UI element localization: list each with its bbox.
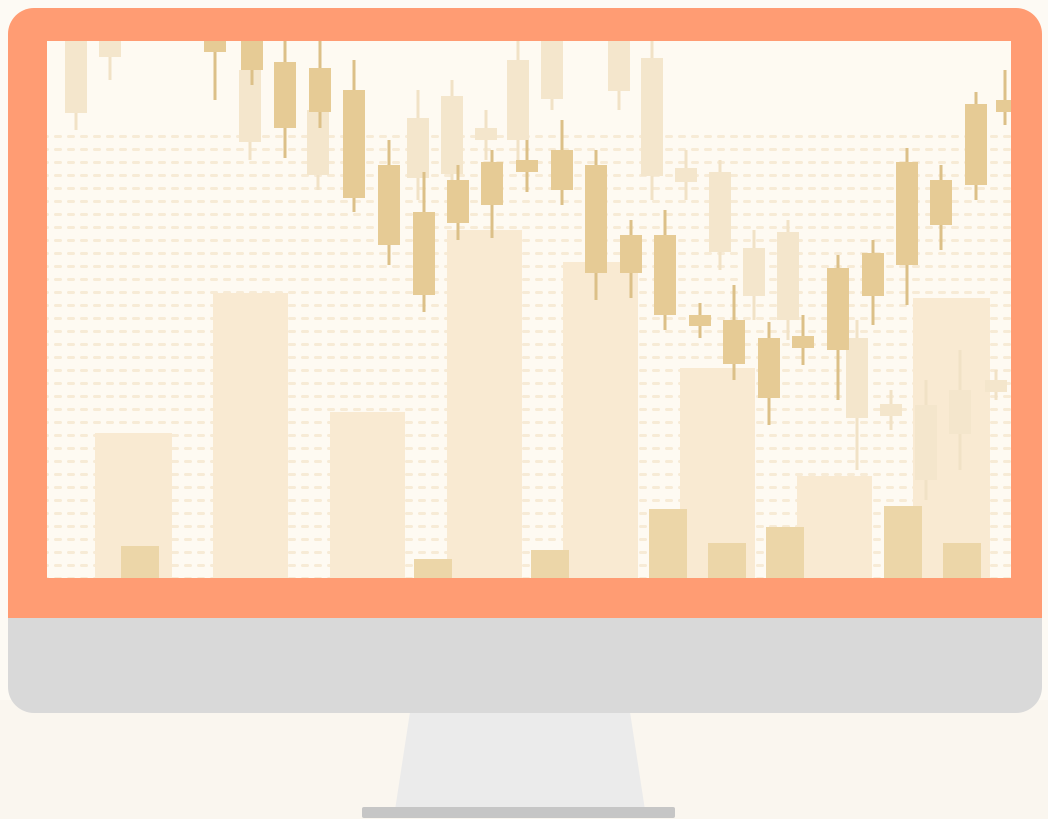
background-bar — [447, 230, 522, 578]
screen — [47, 41, 1014, 578]
faint-candle — [99, 41, 121, 57]
faint-candle — [777, 232, 799, 320]
faint-candle — [307, 110, 329, 175]
faint-candle — [985, 380, 1007, 392]
candle — [551, 150, 573, 190]
monitor-illustration — [0, 0, 1048, 819]
candle — [896, 162, 918, 265]
volume-bar — [649, 509, 687, 578]
candle — [204, 41, 226, 52]
candle — [620, 235, 642, 273]
volume-bar — [531, 550, 569, 578]
volume-bar — [121, 546, 159, 578]
candle — [343, 90, 365, 198]
faint-candle — [846, 338, 868, 418]
volume-bar — [766, 527, 804, 578]
faint-candle — [541, 41, 563, 99]
candle — [965, 104, 987, 185]
candle — [930, 180, 952, 225]
faint-candle — [608, 41, 630, 91]
background-bar — [213, 293, 288, 578]
candle — [309, 68, 331, 112]
page: (() => { const data = JSON.parse(documen… — [0, 0, 1048, 819]
faint-candle — [641, 58, 663, 176]
candle — [481, 162, 503, 205]
candle — [792, 336, 814, 348]
volume-bar — [414, 559, 452, 578]
candle — [862, 253, 884, 296]
candle — [827, 268, 849, 350]
faint-candle — [441, 96, 463, 174]
candle — [516, 160, 538, 172]
volume-bar — [943, 543, 981, 578]
candle — [241, 41, 263, 70]
candle — [378, 165, 400, 245]
faint-candle — [507, 60, 529, 140]
monitor-stand — [395, 712, 645, 810]
background-bar — [330, 412, 405, 578]
faint-candle — [709, 172, 731, 252]
candle — [758, 338, 780, 398]
volume-bar — [884, 506, 922, 578]
monitor-base — [362, 807, 675, 818]
candle — [413, 212, 435, 295]
faint-candle — [239, 70, 261, 142]
candle — [585, 165, 607, 273]
candle — [274, 62, 296, 128]
candle — [654, 235, 676, 315]
background-bar — [563, 262, 638, 578]
candle — [723, 320, 745, 364]
faint-candle — [915, 405, 937, 480]
background-bar — [797, 476, 872, 578]
faint-candle — [743, 248, 765, 296]
faint-candle — [675, 168, 697, 182]
faint-candle — [880, 404, 902, 416]
faint-candle — [475, 128, 497, 140]
faint-candle — [65, 41, 87, 113]
faint-candle — [949, 390, 971, 434]
candle — [689, 315, 711, 326]
volume-bar — [708, 543, 746, 578]
faint-candle — [407, 118, 429, 178]
candle — [447, 180, 469, 223]
